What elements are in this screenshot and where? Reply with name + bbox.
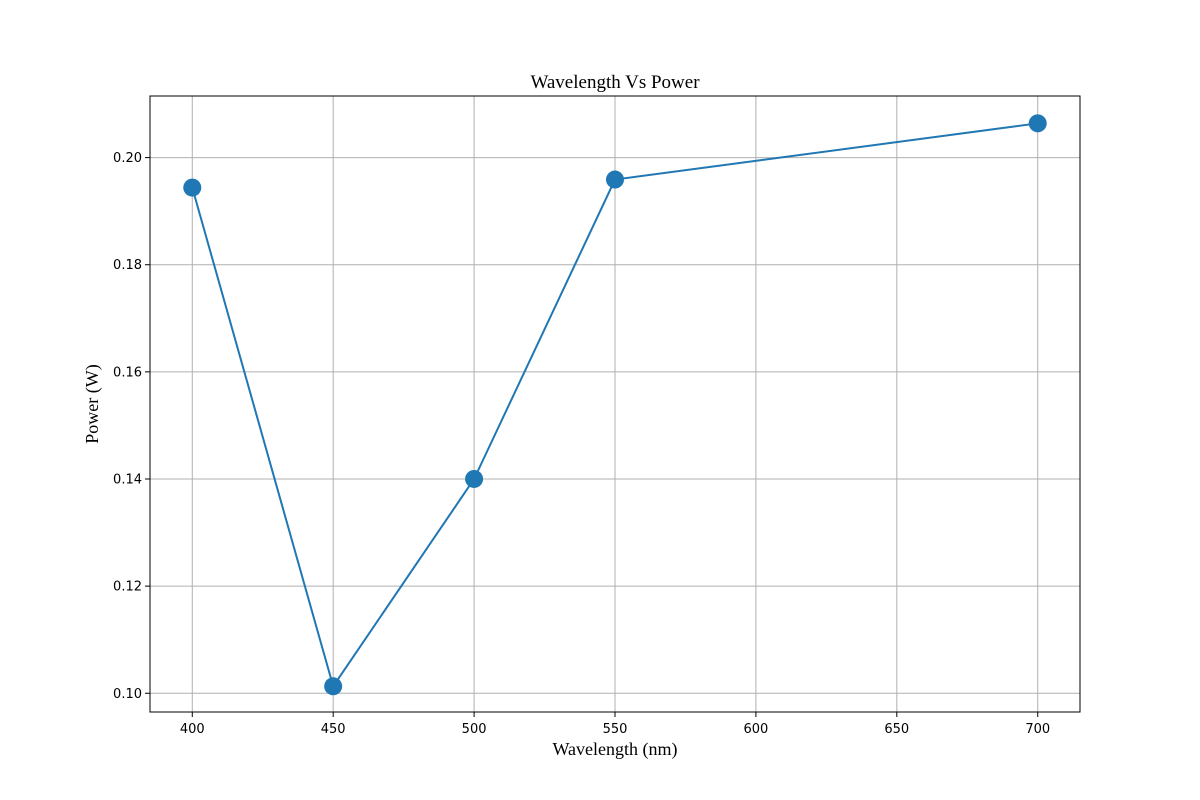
- y-tick-label: 0.12: [113, 580, 142, 595]
- y-tick-label: 0.18: [113, 258, 142, 273]
- y-tick-label: 0.20: [113, 151, 142, 166]
- y-axis-label: Power (W): [82, 364, 103, 443]
- data-point-marker: [183, 178, 202, 197]
- data-point-marker: [606, 170, 624, 189]
- chart-title: Wavelength Vs Power: [530, 72, 700, 93]
- y-tick-label: 0.10: [113, 687, 142, 702]
- x-tick-label: 450: [321, 722, 346, 737]
- y-tick-label: 0.16: [113, 365, 142, 380]
- grid-lines: [150, 96, 1080, 712]
- y-tick-label: 0.14: [113, 472, 142, 487]
- x-axis-ticks: 400 450 500 550 600 650 700: [180, 712, 1050, 737]
- x-tick-label: 600: [743, 722, 768, 737]
- x-tick-label: 500: [462, 722, 487, 737]
- x-tick-label: 700: [1025, 722, 1050, 737]
- x-tick-label: 650: [884, 722, 909, 737]
- plot-area: [183, 114, 1047, 696]
- data-point-marker: [1028, 114, 1047, 133]
- x-axis-label: Wavelength (nm): [552, 739, 677, 760]
- x-tick-label: 400: [180, 722, 205, 737]
- x-tick-label: 550: [603, 722, 628, 737]
- data-point-marker: [324, 677, 343, 696]
- y-axis-ticks: 0.10 0.12 0.14 0.16 0.18 0.20: [113, 151, 150, 702]
- data-point-marker: [465, 469, 484, 488]
